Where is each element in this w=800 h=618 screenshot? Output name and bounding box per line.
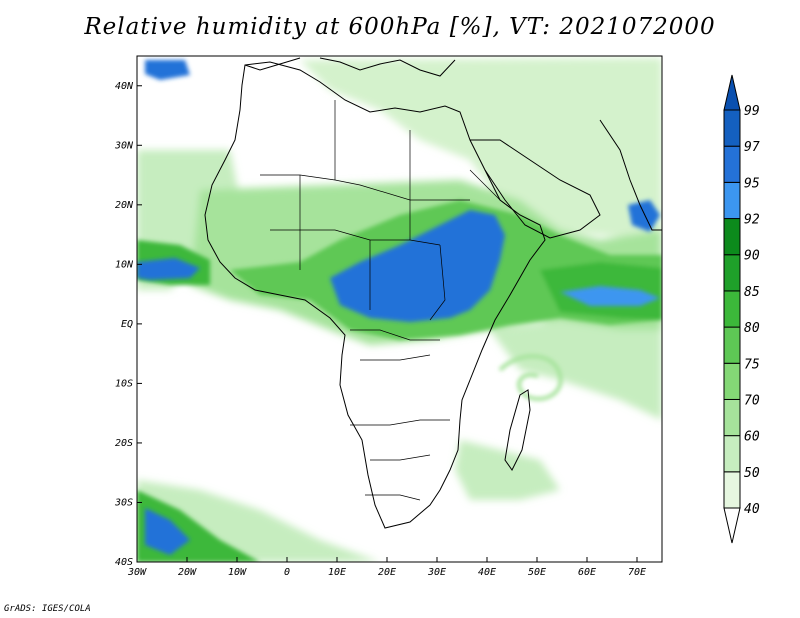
- lat-tick-label: 20S: [115, 438, 133, 449]
- lat-tick-label: EQ: [121, 319, 133, 330]
- country-borders: [260, 100, 521, 501]
- colorbar-level-label: 95: [744, 176, 760, 191]
- latitude-axis: 40N 30N 20N 10N EQ 10S 20S 30S 40S: [114, 81, 142, 568]
- colorbar-level-label: 40: [744, 502, 760, 517]
- colorbar-box: [723, 471, 741, 509]
- colorbar-box: [723, 109, 741, 147]
- saturated-patch-west: [137, 258, 200, 280]
- coastlines: [204, 57, 662, 529]
- lon-tick-label: 70E: [628, 567, 646, 578]
- moist-region-mozambique: [455, 440, 560, 500]
- colorbar-level-label: 75: [744, 357, 760, 372]
- cyclone-swirl: [498, 354, 563, 401]
- colorbar-level-label: 80: [744, 321, 760, 336]
- europe-coastline: [244, 57, 456, 77]
- lon-tick-label: 40E: [478, 567, 496, 578]
- lat-tick-label: 30S: [114, 497, 133, 508]
- colorbar-level-label: 99: [744, 104, 760, 119]
- colorbar-box: [723, 290, 741, 328]
- colorbar-box: [723, 145, 741, 183]
- arabian-peninsula-coastline: [470, 139, 601, 239]
- colorbar-box: [723, 181, 741, 220]
- colorbar-triangle-high: [723, 74, 741, 111]
- africa-coastline: [204, 61, 546, 529]
- lat-tick-label: 30N: [114, 140, 134, 151]
- moist-region-indian-ocean: [490, 320, 662, 420]
- saturated-patch-india: [628, 200, 660, 232]
- saturated-patch-arabian-sea: [560, 286, 660, 306]
- saturated-patch-southwest: [145, 508, 190, 555]
- colorbar-level-label: 90: [744, 249, 760, 264]
- saturated-core-central-africa: [330, 210, 505, 322]
- colorbar-level-label: 97: [744, 140, 760, 155]
- colorbar: 40 50 60 70 75 80 85 90 92 95 97 99: [723, 74, 760, 544]
- colorbar-box: [723, 326, 741, 364]
- lat-tick-label: 10N: [115, 259, 134, 270]
- colorbar-box: [723, 398, 741, 437]
- lat-tick-label: 10S: [115, 378, 133, 389]
- madagascar-coastline: [504, 389, 531, 471]
- lon-tick-label: 0: [284, 567, 290, 578]
- lon-tick-label: 20E: [378, 567, 396, 578]
- grads-credit: GrADS: IGES/COLA: [4, 604, 91, 614]
- moist-region-northeast: [300, 58, 662, 240]
- map-frame: [136, 55, 663, 563]
- colorbar-level-label: 60: [744, 430, 760, 445]
- colorbar-box: [723, 218, 741, 256]
- lat-tick-label: 20N: [115, 200, 134, 211]
- india-coastline: [599, 119, 662, 231]
- colorbar-box: [723, 435, 741, 473]
- lat-tick-label: 40S: [115, 557, 133, 568]
- colorbar-triangle-low: [723, 507, 741, 544]
- lat-tick-label: 40N: [115, 81, 134, 92]
- colorbar-box: [723, 254, 741, 292]
- lon-tick-label: 10W: [228, 567, 247, 578]
- lon-tick-label: 30W: [127, 567, 147, 578]
- colorbar-level-label: 50: [744, 466, 760, 481]
- map-title: Relative humidity at 600hPa [%], VT: 202…: [84, 14, 716, 40]
- colorbar-level-label: 70: [744, 393, 760, 408]
- longitude-axis: 30W 20W 10W 0 10E 20E 30E 40E 50E 60E 70E: [127, 557, 646, 578]
- lon-tick-label: 50E: [528, 567, 546, 578]
- lon-tick-label: 60E: [578, 567, 596, 578]
- colorbar-level-label: 92: [744, 213, 760, 228]
- lon-tick-label: 10E: [328, 567, 346, 578]
- humidity-field: [137, 58, 662, 562]
- lon-tick-label: 30E: [427, 567, 446, 578]
- lon-tick-label: 20W: [178, 567, 197, 578]
- colorbar-level-label: 85: [744, 285, 760, 300]
- colorbar-box: [723, 362, 741, 400]
- saturated-patch-northwest: [145, 60, 190, 80]
